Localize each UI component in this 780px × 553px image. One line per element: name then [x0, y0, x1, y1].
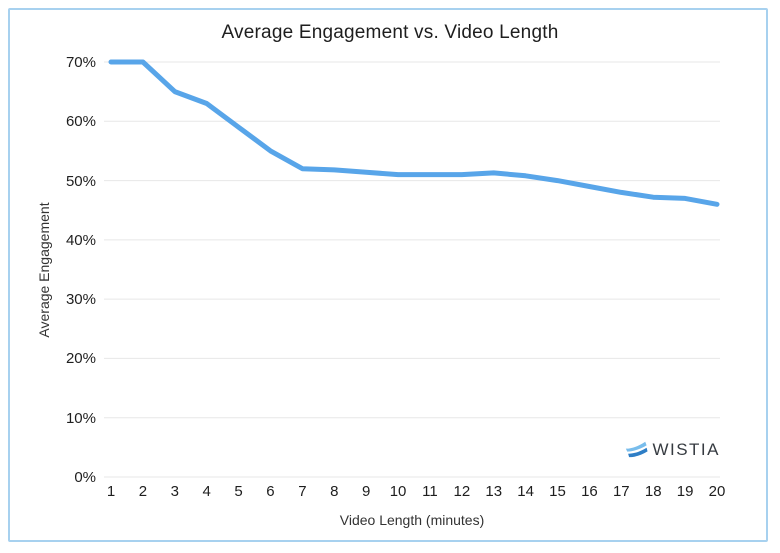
x-tick-label: 15	[549, 483, 566, 500]
x-tick-label: 2	[138, 483, 148, 500]
x-tick-label: 13	[485, 483, 503, 500]
y-tick-label: 0%	[74, 469, 96, 486]
x-tick-label: 12	[453, 483, 471, 500]
x-tick-label: 11	[422, 483, 438, 500]
y-tick-label: 20%	[65, 350, 96, 368]
y-tick-label: 50%	[65, 172, 96, 190]
y-tick-label: 60%	[65, 113, 96, 131]
x-tick-label: 17	[612, 483, 630, 500]
x-tick-label: 4	[202, 483, 211, 500]
x-tick-label: 19	[676, 483, 694, 500]
y-tick-label: 10%	[65, 409, 96, 427]
x-tick-label: 14	[517, 483, 534, 500]
x-tick-label: 8	[330, 483, 339, 500]
x-tick-label: 3	[170, 483, 179, 500]
y-tick-label: 30%	[65, 291, 96, 309]
x-tick-label: 20	[708, 483, 726, 500]
wistia-logo: WISTIA	[624, 440, 720, 460]
wistia-logo-text: WISTIA	[652, 440, 720, 459]
x-tick-label: 5	[234, 483, 243, 500]
x-tick-label: 9	[361, 483, 371, 500]
x-tick-label: 10	[389, 483, 407, 500]
x-tick-label: 7	[298, 483, 307, 500]
wistia-logo-icon	[626, 441, 648, 457]
chart-title: Average Engagement vs. Video Length	[221, 22, 559, 43]
x-axis-title: Video Length (minutes)	[339, 512, 485, 528]
x-tick-label: 18	[644, 483, 662, 500]
x-tick-label: 1	[106, 483, 116, 500]
engagement-line-series	[108, 59, 720, 207]
y-tick-label: 40%	[65, 231, 96, 249]
y-tick-label: 70%	[65, 54, 96, 71]
x-tick-label: 16	[581, 483, 598, 500]
x-tick-label: 6	[266, 483, 275, 500]
